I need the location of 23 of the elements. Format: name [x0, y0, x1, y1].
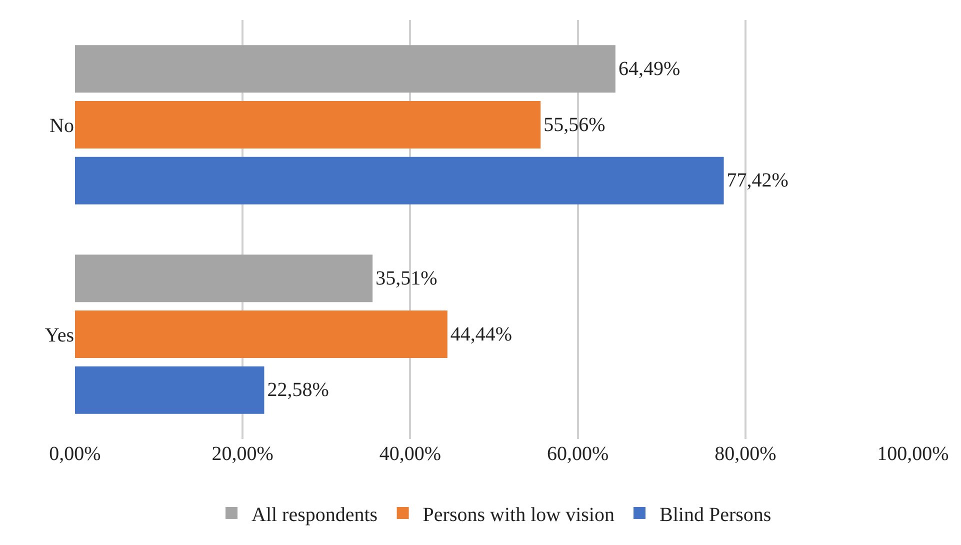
bar [75, 156, 724, 204]
x-tick-label: 20,00% [212, 443, 274, 465]
data-label: 55,56% [544, 114, 606, 136]
data-label: 64,49% [618, 58, 680, 80]
y-tick-label: No [50, 114, 74, 137]
data-label: 77,42% [726, 170, 788, 192]
bar [75, 45, 616, 93]
data-label: 44,44% [450, 323, 512, 346]
bar [75, 310, 448, 358]
x-tick-label: 40,00% [379, 443, 442, 465]
bar [75, 101, 541, 148]
legend-label: Persons with low vision [422, 504, 614, 526]
x-tick-label: 0,00% [49, 443, 101, 465]
legend-label: All respondents [252, 504, 378, 526]
data-label: 35,51% [376, 267, 438, 290]
x-tick-label: 100,00% [877, 443, 949, 465]
x-tick-label: 80,00% [714, 443, 776, 465]
y-tick-label: Yes [44, 324, 74, 346]
x-tick-label: 60,00% [546, 443, 609, 465]
legend-label: Blind Persons [660, 504, 772, 526]
data-label: 22,58% [267, 379, 329, 402]
bar [75, 254, 373, 302]
bar [75, 366, 264, 414]
